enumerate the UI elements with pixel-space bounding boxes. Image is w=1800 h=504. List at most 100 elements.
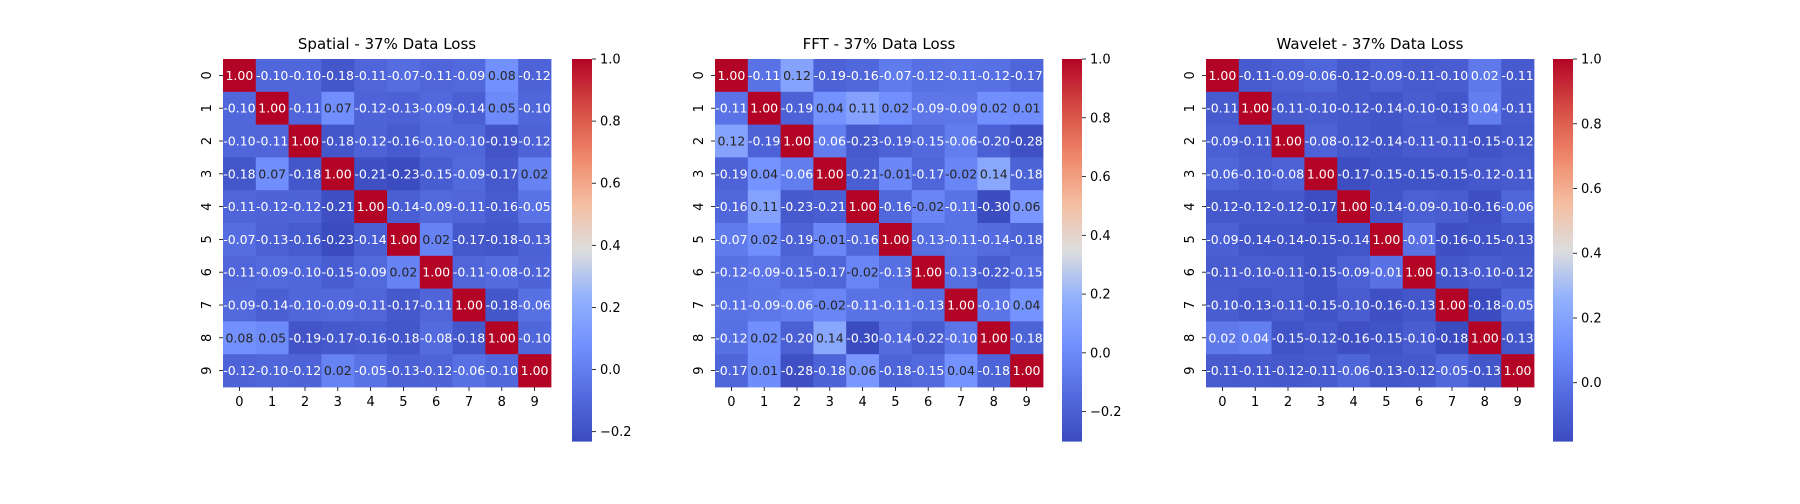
heatmap-cell	[1435, 157, 1469, 191]
cell-value-label: 1.00	[881, 232, 909, 247]
colorbar-segment	[1553, 164, 1573, 168]
heatmap-cell	[223, 354, 257, 388]
cell-value-label: -0.09	[322, 298, 354, 313]
cell-value-label: -0.14	[354, 232, 386, 247]
heatmap-cell	[255, 59, 289, 93]
heatmap-cell	[747, 124, 781, 158]
heatmap-cell	[387, 59, 421, 93]
colorbar-segment	[572, 278, 592, 283]
colorbar-segment	[1553, 122, 1573, 127]
cell-value-label: 0.04	[947, 363, 975, 378]
x-tick-label: 5	[1382, 395, 1390, 410]
cell-value-label: -0.12	[1337, 101, 1369, 116]
colorbar-segment	[572, 294, 592, 299]
heatmap-cell	[747, 354, 781, 388]
colorbar-segment	[1553, 288, 1573, 292]
colorbar-segment	[1553, 367, 1573, 372]
cell-value-label: 1.00	[1405, 265, 1433, 280]
cell-value-label: -0.11	[354, 68, 386, 83]
cell-value-label: -0.10	[1436, 68, 1468, 83]
cell-value-label: 1.00	[717, 68, 745, 83]
cell-value-label: -0.21	[846, 166, 878, 181]
cell-value-label: -0.13	[912, 232, 944, 247]
colorbar-segment	[1062, 148, 1082, 152]
heatmap-cell	[387, 91, 421, 125]
heatmap-cell	[1271, 91, 1305, 125]
cell-value-label: -0.18	[1010, 232, 1042, 247]
cell-value-label: -0.18	[879, 363, 911, 378]
cell-value-label: -0.22	[912, 330, 944, 345]
colorbar-segment	[572, 97, 592, 101]
heatmap-cell	[1402, 59, 1436, 93]
colorbar-segment	[572, 355, 592, 359]
colorbar-segment	[1062, 243, 1082, 248]
colorbar-tick-label: −0.2	[600, 425, 632, 440]
heatmap-cell	[1370, 157, 1404, 191]
colorbar-segment	[572, 370, 592, 375]
colorbar-segment	[1062, 434, 1082, 439]
colorbar-segment	[572, 326, 592, 331]
cell-value-label: -0.01	[879, 166, 911, 181]
colorbar-segment	[1062, 97, 1082, 101]
cell-value-label: -0.13	[912, 298, 944, 313]
heatmap-cell	[780, 321, 814, 355]
colorbar-segment	[1062, 393, 1082, 398]
heatmap-cell	[223, 223, 257, 257]
heatmap-cell	[1435, 255, 1469, 289]
colorbar-segment	[1062, 116, 1082, 121]
colorbar-segment	[1553, 409, 1573, 413]
cell-value-label: -0.10	[289, 265, 321, 280]
heatmap-cell	[846, 59, 880, 93]
cell-value-label: -0.12	[1239, 199, 1271, 214]
colorbar-segment	[572, 396, 592, 401]
colorbar-tick-label: 1.0	[600, 53, 621, 68]
cell-value-label: -0.06	[1206, 166, 1238, 181]
heatmap-cell	[288, 59, 322, 93]
cell-value-label: -0.06	[814, 134, 846, 149]
colorbar-segment	[572, 170, 592, 175]
colorbar-segment	[1062, 62, 1082, 66]
cell-value-label: -0.09	[1337, 265, 1369, 280]
colorbar-segment	[1553, 383, 1573, 388]
colorbar-segment	[572, 78, 592, 82]
colorbar-segment	[1062, 297, 1082, 302]
heatmap-cell	[1370, 321, 1404, 355]
colorbar-segment	[1062, 307, 1082, 312]
heatmap-cell	[1435, 288, 1469, 322]
colorbar-segment	[572, 409, 592, 413]
heatmap-cell	[419, 288, 453, 322]
heatmap-cell	[846, 190, 880, 224]
heatmap-cell	[813, 354, 847, 388]
y-tick-label: 8	[200, 334, 215, 342]
y-tick-label: 7	[1183, 301, 1198, 309]
heatmap-cell	[452, 321, 486, 355]
cell-value-label: -0.16	[1469, 199, 1501, 214]
cell-value-label: -0.07	[879, 68, 911, 83]
cell-value-label: -0.11	[453, 265, 485, 280]
heatmap-cell	[223, 255, 257, 289]
heatmap-cell	[1337, 59, 1371, 93]
colorbar-segment	[1062, 386, 1082, 391]
colorbar-segment	[1062, 202, 1082, 207]
colorbar-segment	[572, 348, 592, 353]
heatmap-cell	[1304, 223, 1338, 257]
cell-value-label: 1.00	[1504, 363, 1532, 378]
y-tick-label: 8	[1183, 334, 1198, 342]
heatmap-cell	[223, 124, 257, 158]
cell-value-label: 0.02	[881, 101, 909, 116]
colorbar-segment	[1553, 202, 1573, 207]
heatmap-cell	[1238, 255, 1272, 289]
colorbar-segment	[572, 208, 592, 213]
cell-value-label: -0.19	[289, 330, 321, 345]
heatmap-cell	[518, 157, 552, 191]
colorbar-segment	[1553, 269, 1573, 273]
colorbar-segment	[572, 214, 592, 219]
colorbar-segment	[1062, 294, 1082, 299]
cell-value-label: -0.18	[1469, 298, 1501, 313]
cell-value-label: -0.10	[453, 134, 485, 149]
cell-value-label: -0.19	[748, 134, 780, 149]
cell-value-label: 0.05	[488, 101, 516, 116]
heatmap-cell	[419, 157, 453, 191]
cell-value-label: -0.15	[322, 265, 354, 280]
heatmap-cell	[1501, 124, 1535, 158]
